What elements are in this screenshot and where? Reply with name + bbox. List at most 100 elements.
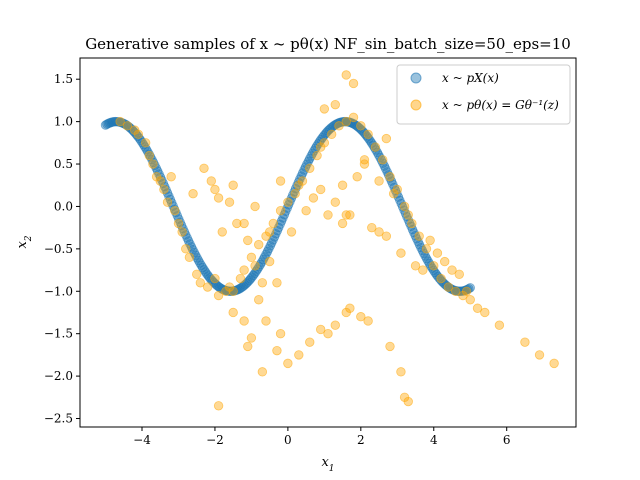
data-point-ptheta [370,142,381,152]
data-point-ptheta [210,273,220,284]
y-tick-label: 0.0 [54,199,73,213]
data-point-ptheta [436,273,446,284]
data-point-ptheta [410,261,421,271]
data-point-ptheta [429,261,439,271]
data-point-ptheta [166,172,176,182]
data-point-px [307,148,318,159]
data-point-ptheta [385,341,395,352]
data-point-ptheta [403,210,413,220]
data-point-ptheta [465,295,475,305]
data-point-ptheta [450,286,461,296]
data-point-ptheta [239,218,249,229]
data-point-ptheta [275,328,286,339]
data-point-ptheta [330,197,340,207]
data-point-ptheta [213,401,224,411]
y-tick-label: −0.5 [44,242,73,256]
data-point-px [372,147,383,158]
data-point-ptheta [381,133,392,144]
data-point-ptheta [243,341,253,352]
data-point-ptheta [206,176,216,186]
data-point-ptheta [319,104,330,114]
data-point-ptheta [316,142,326,152]
data-point-ptheta [330,320,340,330]
data-point-ptheta [239,316,249,326]
data-point-ptheta [418,265,428,275]
data-point-ptheta [330,99,340,110]
data-point-ptheta [283,358,293,369]
data-point-px [262,246,273,257]
data-point-px [465,283,475,293]
data-point-px [261,249,271,259]
legend-box [396,64,571,125]
data-point-ptheta [224,197,235,207]
x-tick-label: −4 [133,433,151,447]
data-point-ptheta [148,159,158,169]
data-point-ptheta [257,367,268,377]
data-point-ptheta [337,218,348,229]
data-point-ptheta [177,227,187,237]
data-point-ptheta [188,189,198,199]
data-point-ptheta [192,269,202,280]
data-point-ptheta [275,176,286,186]
data-point-ptheta [348,78,359,89]
data-point-px [259,252,270,262]
data-point-ptheta [421,244,432,254]
data-point-ptheta [403,396,413,407]
data-point-ptheta [173,218,184,229]
data-point-ptheta [534,350,545,360]
data-point-ptheta [159,184,169,195]
data-point-ptheta [345,303,355,313]
y-tick-label: −1.0 [44,284,73,298]
data-point-ptheta [217,227,227,237]
data-point-ptheta [461,286,472,296]
data-point-ptheta [396,367,406,377]
data-point-ptheta [345,210,355,220]
data-point-ptheta [432,248,443,258]
data-point-ptheta [275,205,286,216]
data-point-ptheta [144,150,154,161]
data-point-px [413,237,423,247]
data-point-px [378,158,388,168]
data-point-ptheta [272,278,282,288]
data-point-px [420,251,430,261]
data-point-ptheta [407,218,417,229]
data-point-ptheta [170,205,180,216]
data-point-ptheta [323,328,333,339]
data-point-ptheta [337,180,348,190]
data-point-ptheta [381,231,392,241]
data-point-ptheta [115,116,125,127]
data-point-ptheta [305,337,315,347]
data-point-ptheta [363,316,373,326]
data-point-ptheta [388,189,399,199]
data-point-ptheta [140,138,151,148]
data-point-ptheta [228,286,238,296]
series-ptheta [115,70,559,411]
data-point-px [192,253,202,263]
data-point-ptheta [312,150,322,161]
chart-title: Generative samples of x ~ pθ(x) NF_sin_b… [85,35,571,53]
data-point-ptheta [246,333,257,343]
data-point-ptheta [261,316,271,326]
data-point-ptheta [199,163,209,173]
y-tick-label: 1.5 [54,72,73,86]
y-tick-label: −1.5 [44,327,73,341]
data-point-ptheta [378,155,388,165]
data-point-ptheta [334,121,344,131]
data-point-ptheta [250,261,260,271]
data-point-ptheta [454,269,464,280]
y-tick-label: −2.0 [44,369,73,383]
data-point-ptheta [374,176,384,186]
data-point-ptheta [348,112,359,123]
data-point-ptheta [472,303,483,313]
legend-marker-ptheta [410,99,422,111]
y-tick-label: −2.5 [44,412,73,426]
data-point-ptheta [155,176,165,186]
data-point-px [186,242,197,252]
data-point-ptheta [239,265,249,275]
data-point-ptheta [122,121,133,131]
data-point-px [303,156,314,167]
data-point-ptheta [254,239,264,250]
data-point-ptheta [374,227,384,237]
data-point-ptheta [443,282,454,292]
legend: x ~ pX(x) x ~ pθ(x) = Gθ⁻¹(z) [396,64,571,125]
